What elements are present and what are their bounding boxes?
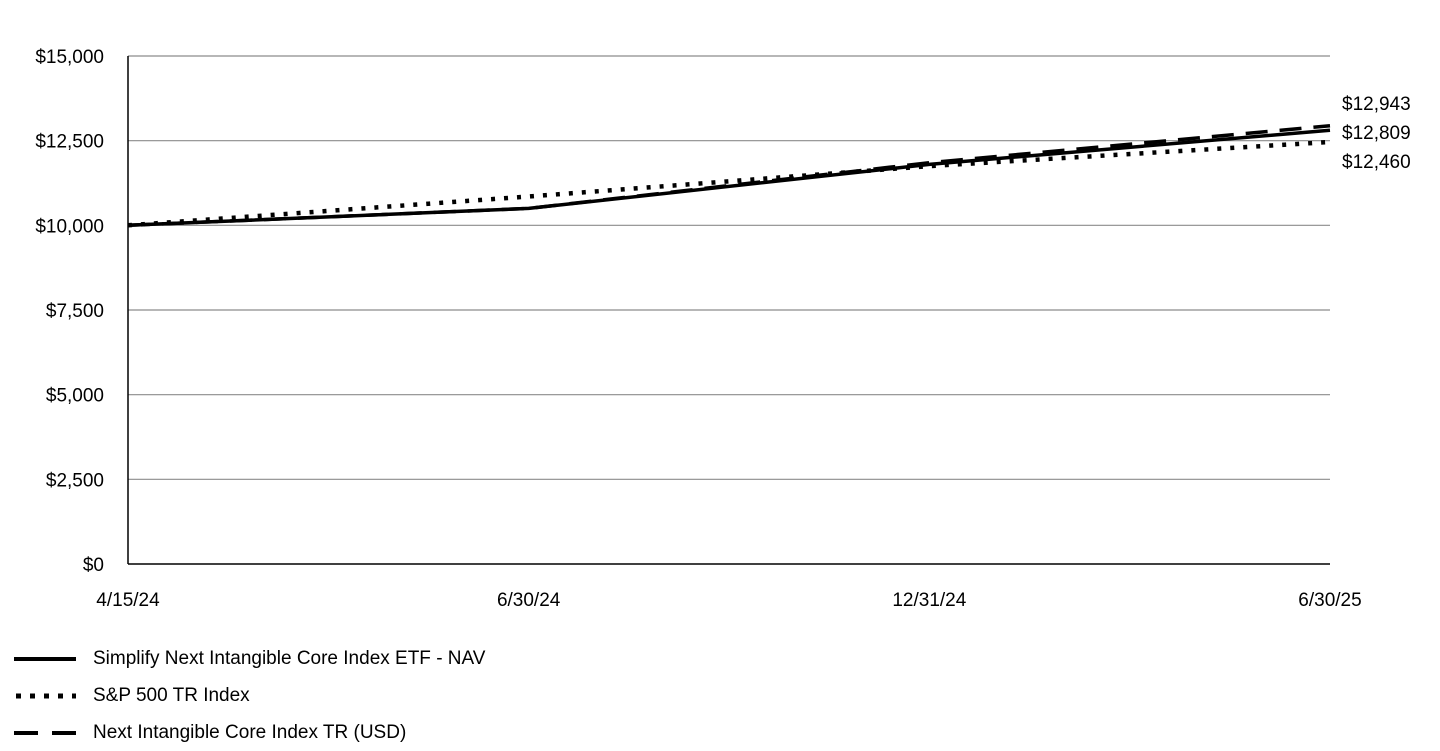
x-tick-label: 4/15/24: [96, 590, 160, 611]
legend-label-nav: Simplify Next Intangible Core Index ETF …: [93, 647, 486, 669]
x-tick-label: 6/30/25: [1298, 590, 1361, 611]
gridlines: [128, 55, 1330, 480]
legend-swatch-solid: [14, 656, 76, 661]
legend-item-nav: Simplify Next Intangible Core Index ETF …: [14, 640, 485, 677]
x-axis-ticks: 4/15/24 6/30/24 12/31/24 6/30/25: [96, 590, 1361, 611]
y-tick-label: $0: [83, 555, 104, 576]
legend-swatch-dashed: [14, 730, 76, 735]
y-tick-label: $15,000: [35, 47, 104, 68]
end-value-labels: $12,943 $12,809 $12,460: [1342, 94, 1411, 173]
end-value-label: $12,943: [1342, 94, 1411, 115]
end-value-label: $12,460: [1342, 152, 1411, 173]
y-tick-label: $10,000: [35, 216, 104, 237]
series-line-dashed: [127, 123, 1331, 228]
y-axis-ticks: $0 $2,500 $5,000 $7,500 $10,000 $12,500 $15,00…: [35, 47, 104, 576]
end-value-label: $12,809: [1342, 123, 1411, 144]
legend-item-index: Next Intangible Core Index TR (USD): [14, 714, 485, 751]
series-line-dotted: [127, 139, 1331, 228]
series-line-solid: [127, 128, 1331, 228]
legend-item-sp500: S&P 500 TR Index: [14, 677, 485, 714]
legend-label-index: Next Intangible Core Index TR (USD): [93, 721, 407, 743]
x-tick-label: 6/30/24: [497, 590, 561, 611]
y-tick-label: $12,500: [35, 132, 104, 153]
legend-swatch-dotted: [16, 693, 76, 698]
y-tick-label: $5,000: [46, 386, 104, 407]
y-tick-label: $7,500: [46, 301, 104, 322]
axes: [127, 56, 1330, 565]
series-lines: [127, 123, 1331, 228]
x-tick-label: 12/31/24: [892, 590, 966, 611]
y-tick-label: $2,500: [46, 470, 104, 491]
legend-label-sp500: S&P 500 TR Index: [93, 684, 250, 706]
legend: Simplify Next Intangible Core Index ETF …: [14, 640, 485, 751]
line-chart: $0 $2,500 $5,000 $7,500 $10,000 $12,500 $15,00…: [35, 47, 1411, 611]
